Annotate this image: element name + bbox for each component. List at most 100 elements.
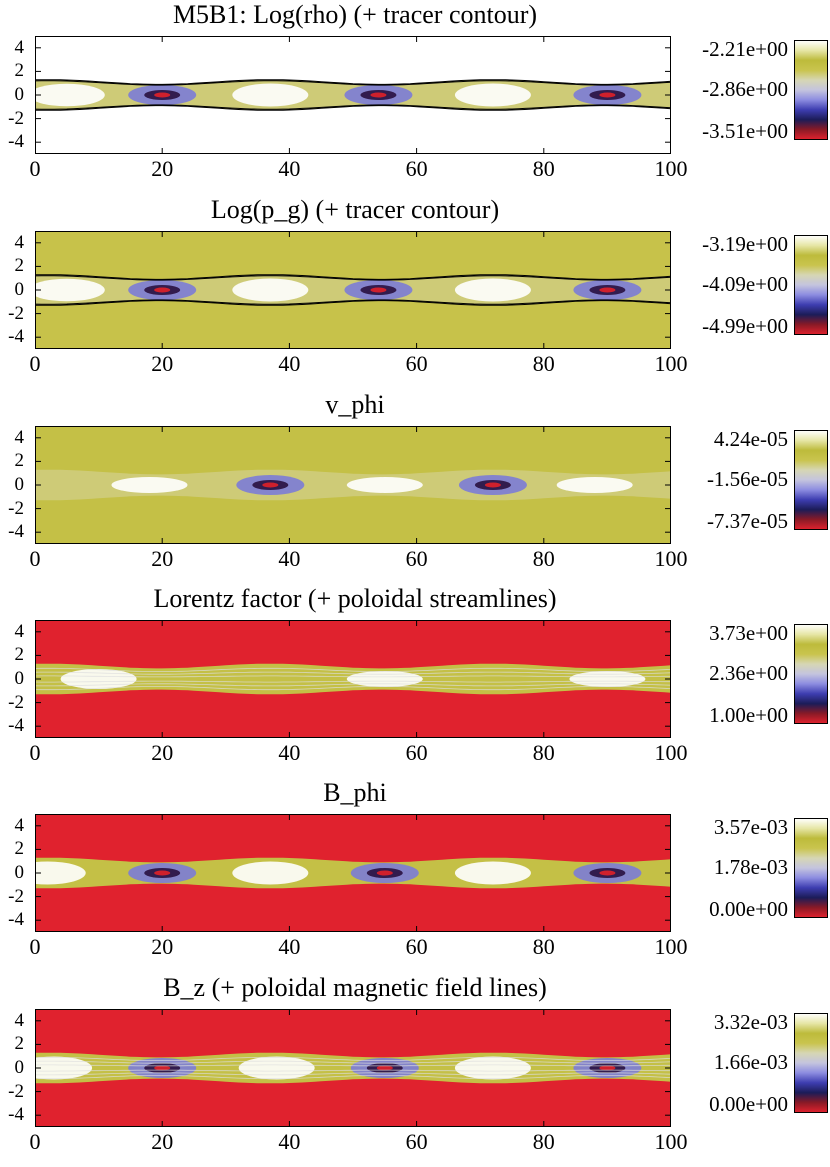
y-tick-label: -4 (8, 326, 24, 348)
x-tick-label: 100 (654, 1129, 688, 1154)
tracer-contour (35, 105, 671, 111)
y-tick-label: 2 (14, 838, 25, 860)
x-tick-label: 20 (151, 546, 174, 571)
x-tick-label: 80 (532, 546, 555, 571)
chart-panel: M5B1: Log(rho) (+ tracer contour) 4 2 0 -2 -4… (0, 0, 830, 194)
x-tick-label: 40 (278, 546, 301, 571)
y-tick-label: 4 (14, 231, 25, 253)
x-tick-label: 80 (532, 156, 555, 181)
colorbar-mid-label: 1.78e-03 (713, 855, 788, 879)
panel-title: B_phi (323, 778, 387, 807)
panel-title: v_phi (325, 390, 385, 419)
y-tick-label: 0 (14, 84, 25, 105)
colorbar-gradient (794, 624, 828, 724)
knot-peak (370, 92, 387, 98)
bright-region (346, 671, 423, 687)
tracer-contour (35, 104, 671, 110)
panel-title: Log(p_g) (+ tracer contour) (210, 195, 500, 224)
y-tick-label: 4 (14, 1009, 25, 1031)
bright-region (569, 671, 646, 687)
x-tick-label: 0 (29, 1129, 41, 1154)
heatmap-svg (35, 1009, 671, 1127)
x-tick-label: 40 (278, 351, 301, 376)
knot-peak (154, 870, 171, 876)
knot-peak (376, 870, 393, 876)
colorbar (794, 430, 828, 530)
colorbar-mid-label: -2.86e+00 (702, 77, 788, 101)
colorbar-gradient (794, 430, 828, 530)
tracer-contour (35, 80, 671, 86)
y-tick-label: 2 (14, 450, 25, 472)
y-tick-label: 0 (14, 474, 25, 495)
bright-region (238, 1056, 315, 1080)
colorbar-min-label: 0.00e+00 (709, 897, 788, 921)
colorbar-max-label: 3.73e+00 (709, 621, 788, 645)
x-tick-label: 60 (405, 1129, 428, 1154)
knot-peak (370, 287, 387, 293)
plot-area (35, 426, 671, 544)
bright-region (232, 861, 309, 885)
colorbar-gradient (794, 40, 828, 140)
x-tick-label: 20 (151, 351, 174, 376)
colorbar-min-label: -3.51e+00 (702, 119, 788, 143)
field-line (35, 680, 671, 683)
x-tick-label: 100 (654, 351, 688, 376)
tracer-contour (35, 79, 671, 85)
x-tick-label: 0 (29, 934, 41, 959)
x-tick-label: 0 (29, 351, 41, 376)
x-tick-label: 0 (29, 156, 41, 181)
x-tick-label: 20 (151, 740, 174, 765)
colorbar-mid-label: -4.09e+00 (702, 272, 788, 296)
knot-peak (376, 1065, 393, 1071)
heatmap-svg (35, 36, 671, 154)
colorbar-max-label: 3.57e-03 (713, 815, 788, 839)
bright-region (232, 278, 309, 302)
field-line (35, 675, 671, 678)
y-tick-label: 0 (14, 279, 25, 300)
y-tick-label: -4 (8, 521, 24, 543)
colorbar-min-label: -7.37e-05 (706, 509, 788, 533)
colorbar-gradient (794, 235, 828, 335)
knot-peak (262, 482, 279, 488)
y-tick-label: -2 (8, 302, 24, 324)
field-line (35, 683, 671, 687)
colorbar-max-label: 4.24e-05 (713, 427, 788, 451)
colorbar-mid-label: -1.56e-05 (706, 467, 788, 491)
tracer-contour (35, 300, 671, 306)
y-tick-label: -4 (8, 909, 24, 931)
bright-region (35, 83, 105, 107)
x-tick-label: 80 (532, 934, 555, 959)
field-line (35, 1072, 671, 1076)
colorbar-gradient (794, 1013, 828, 1113)
x-tick-label: 60 (405, 351, 428, 376)
knot-peak (154, 92, 171, 98)
knot-peak (599, 287, 616, 293)
y-tick-label: -4 (8, 1104, 24, 1126)
panel-title: M5B1: Log(rho) (+ tracer contour) (172, 0, 538, 29)
y-tick-label: 4 (14, 620, 25, 642)
bright-region (35, 861, 86, 885)
field-line (35, 1064, 671, 1067)
x-tick-label: 80 (532, 1129, 555, 1154)
x-tick-label: 60 (405, 934, 428, 959)
knot-peak (154, 287, 171, 293)
tracer-contour (35, 299, 671, 305)
y-tick-label: 2 (14, 60, 25, 82)
colorbar-min-label: 1.00e+00 (709, 703, 788, 727)
chart-panel: Log(p_g) (+ tracer contour) 4 2 0 -2 -4 0 20 40 6… (0, 195, 830, 389)
x-tick-label: 0 (29, 740, 41, 765)
tracer-contour (35, 274, 671, 280)
chart-panel: B_z (+ poloidal magnetic field lines) 4 2 0… (0, 973, 830, 1167)
bright-region (60, 669, 137, 689)
bright-region (346, 477, 423, 493)
colorbar-mid-label: 2.36e+00 (709, 661, 788, 685)
colorbar (794, 235, 828, 335)
knot-peak (599, 92, 616, 98)
knot-peak (599, 870, 616, 876)
y-tick-label: 0 (14, 1057, 25, 1078)
y-tick-label: 4 (14, 36, 25, 58)
chart-panel: B_phi 4 2 0 -2 -4 0 20 40 60 80 100 3.57e-03 1.78e-03… (0, 778, 830, 972)
x-tick-label: 100 (654, 740, 688, 765)
x-tick-label: 40 (278, 156, 301, 181)
y-tick-label: 0 (14, 668, 25, 689)
